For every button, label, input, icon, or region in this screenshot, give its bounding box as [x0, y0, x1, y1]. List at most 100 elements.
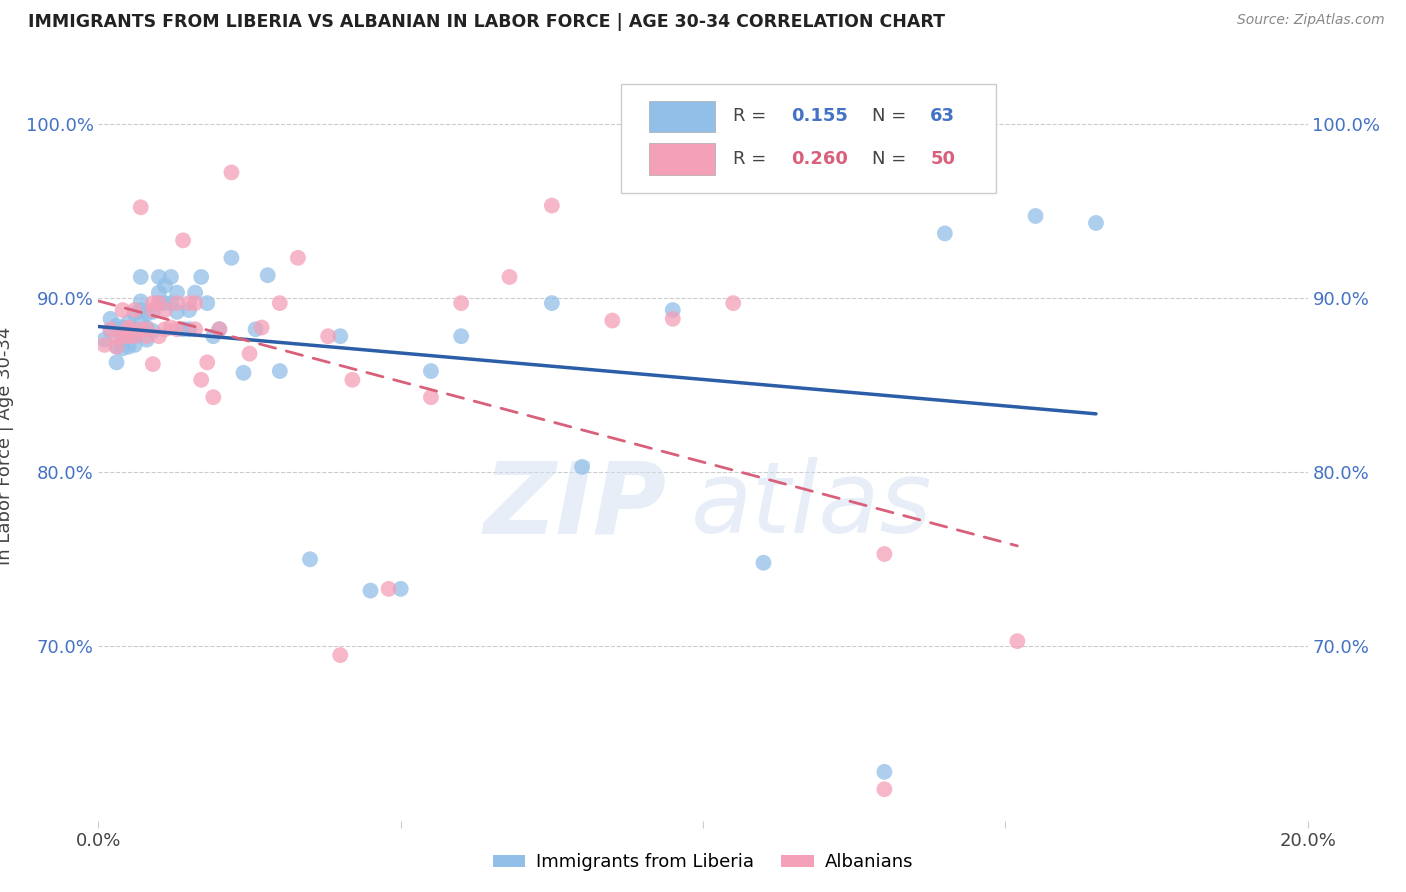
Point [148, 285, 170, 300]
Text: Source: ZipAtlas.com: Source: ZipAtlas.com [1237, 13, 1385, 28]
Text: 50: 50 [931, 150, 955, 168]
Point [160, 270, 183, 285]
Point [118, 315, 141, 329]
Point [118, 324, 141, 338]
Text: atlas: atlas [690, 458, 932, 555]
Point [129, 270, 152, 285]
Point [160, 320, 183, 334]
Point [389, 582, 412, 596]
Text: N =: N = [872, 150, 912, 168]
Point [873, 782, 896, 797]
Point [360, 583, 382, 598]
Point [166, 285, 188, 300]
Point [221, 251, 243, 265]
Point [221, 165, 243, 179]
Point [172, 322, 194, 336]
Point [540, 296, 562, 310]
Point [420, 364, 443, 378]
Point [179, 303, 201, 318]
Point [420, 390, 443, 404]
Text: ZIP: ZIP [484, 458, 666, 555]
Point [287, 251, 309, 265]
Point [148, 329, 170, 343]
Point [873, 764, 896, 779]
Point [142, 305, 165, 319]
Point [93, 333, 115, 347]
Point [105, 318, 128, 333]
Point [316, 329, 339, 343]
Point [250, 320, 273, 334]
Point [172, 233, 194, 247]
Point [124, 307, 146, 321]
FancyBboxPatch shape [621, 84, 995, 193]
Point [124, 338, 146, 352]
Point [135, 320, 157, 334]
Point [135, 307, 157, 321]
Point [269, 364, 291, 378]
Point [195, 355, 218, 369]
Point [124, 322, 146, 336]
Point [1007, 634, 1029, 648]
Point [118, 322, 141, 336]
Point [179, 296, 201, 310]
Point [135, 333, 157, 347]
Point [105, 355, 128, 369]
Point [184, 296, 207, 310]
Point [142, 324, 165, 338]
FancyBboxPatch shape [648, 144, 716, 175]
Point [129, 322, 152, 336]
Point [1085, 216, 1108, 230]
Point [118, 329, 141, 343]
Text: R =: R = [734, 150, 772, 168]
Point [118, 320, 141, 334]
Point [100, 311, 122, 326]
Point [540, 198, 562, 212]
FancyBboxPatch shape [648, 101, 716, 132]
Point [148, 296, 170, 310]
Point [124, 329, 146, 343]
Text: 0.260: 0.260 [792, 150, 848, 168]
Point [661, 311, 683, 326]
Point [148, 270, 170, 285]
Point [111, 331, 134, 345]
Point [105, 340, 128, 354]
Point [208, 322, 231, 336]
Point [100, 324, 122, 338]
Point [111, 342, 134, 356]
Point [256, 268, 278, 283]
Point [450, 296, 472, 310]
Point [166, 296, 188, 310]
Point [498, 270, 520, 285]
Point [111, 327, 134, 342]
Point [329, 329, 352, 343]
Point [105, 331, 128, 345]
Point [269, 296, 291, 310]
Point [232, 366, 254, 380]
Point [166, 322, 188, 336]
Point [202, 390, 225, 404]
Point [195, 296, 218, 310]
Point [602, 313, 624, 327]
Point [100, 322, 122, 336]
Point [299, 552, 322, 566]
Point [179, 322, 201, 336]
Point [135, 329, 157, 343]
Point [129, 200, 152, 214]
Point [245, 322, 267, 336]
Point [142, 357, 165, 371]
Text: R =: R = [734, 107, 772, 125]
Text: IMMIGRANTS FROM LIBERIA VS ALBANIAN IN LABOR FORCE | AGE 30-34 CORRELATION CHART: IMMIGRANTS FROM LIBERIA VS ALBANIAN IN L… [28, 13, 945, 31]
Point [190, 270, 212, 285]
Point [153, 296, 176, 310]
Point [111, 320, 134, 334]
Point [148, 296, 170, 310]
Text: N =: N = [872, 107, 912, 125]
Point [202, 329, 225, 343]
Point [342, 373, 364, 387]
Point [129, 303, 152, 318]
Text: 0.155: 0.155 [792, 107, 848, 125]
Point [873, 547, 896, 561]
Point [571, 459, 593, 474]
Point [105, 340, 128, 354]
Point [142, 303, 165, 318]
